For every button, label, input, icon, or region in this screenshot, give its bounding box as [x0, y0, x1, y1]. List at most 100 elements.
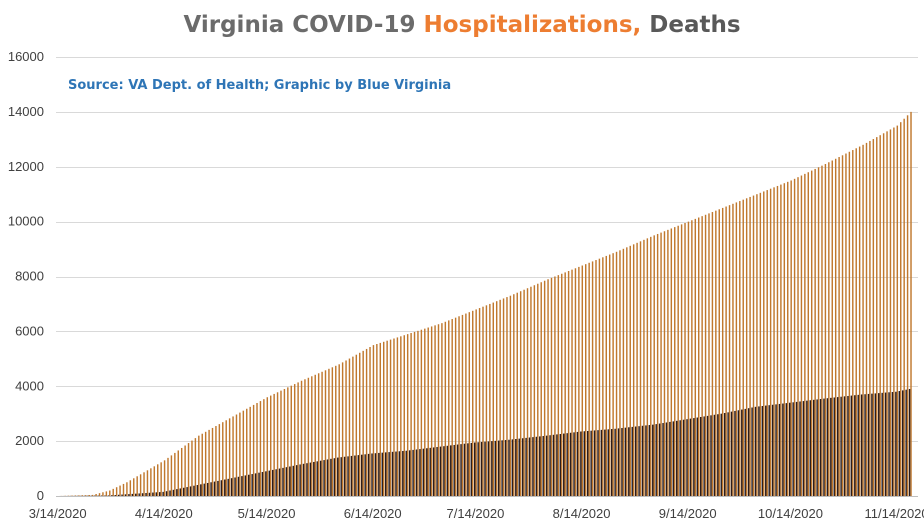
- deaths-bar: [494, 440, 496, 496]
- hospitalizations-bar: [663, 231, 666, 497]
- deaths-bar: [802, 401, 805, 496]
- deaths-bar: [278, 468, 281, 496]
- deaths-bar: [179, 488, 181, 496]
- deaths-bar: [504, 440, 507, 496]
- deaths-bar: [765, 405, 767, 496]
- hospitalizations-bar: [910, 111, 912, 497]
- deaths-bar: [857, 394, 859, 496]
- deaths-bar: [357, 455, 360, 496]
- hospitalizations-bar: [434, 325, 436, 496]
- hospitalizations-bar: [831, 160, 833, 496]
- hospitalizations-bar: [889, 129, 892, 496]
- hospitalizations-bar: [297, 382, 299, 496]
- hospitalizations-bar: [201, 433, 203, 496]
- hospitalizations-bar: [776, 185, 779, 496]
- y-tick-label: 16000: [8, 49, 44, 64]
- deaths-bar: [295, 465, 298, 496]
- hospitalizations-bar: [821, 165, 823, 496]
- deaths-bar: [169, 490, 171, 496]
- hospitalizations-bar: [550, 277, 553, 496]
- hospitalizations-bar: [311, 376, 313, 496]
- deaths-bar: [730, 411, 733, 496]
- hospitalizations-bar: [834, 158, 837, 496]
- deaths-bar: [628, 427, 630, 496]
- deaths-bar: [768, 405, 770, 496]
- hospitalizations-bar: [321, 371, 323, 496]
- deaths-bar: [593, 430, 596, 496]
- hospitalizations-bar: [430, 326, 433, 496]
- deaths-bar: [330, 458, 332, 496]
- hospitalizations-bar: [246, 408, 248, 496]
- hospitalizations-bar: [554, 276, 556, 496]
- hospitalizations-bar: [290, 385, 292, 496]
- deaths-bar: [275, 469, 277, 496]
- deaths-bar: [439, 446, 442, 496]
- deaths-bar: [443, 446, 445, 496]
- deaths-bar: [662, 423, 664, 496]
- hospitalizations-bar: [293, 384, 296, 496]
- hospitalizations-bar: [793, 178, 796, 496]
- hospitalizations-bar: [636, 242, 638, 496]
- hospitalizations-bar: [174, 452, 176, 496]
- deaths-bar: [806, 400, 808, 496]
- deaths-bar: [343, 456, 346, 496]
- deaths-bar: [395, 451, 397, 496]
- y-tick-label: 0: [37, 488, 44, 503]
- deaths-bar: [268, 470, 270, 496]
- hospitalizations-bar: [417, 330, 419, 496]
- hospitalizations-bar: [855, 148, 857, 497]
- deaths-bar: [809, 400, 811, 496]
- hospitalizations-bar: [359, 352, 361, 496]
- deaths-bar: [254, 473, 257, 496]
- y-tick-label: 14000: [8, 104, 44, 119]
- deaths-bar: [549, 435, 551, 496]
- deaths-bar: [316, 461, 318, 496]
- deaths-bar: [641, 425, 644, 496]
- hospitalizations-bar: [502, 298, 505, 496]
- deaths-bar: [836, 397, 839, 496]
- x-tick-label: 10/14/2020: [758, 506, 823, 521]
- hospitalizations-bar: [749, 196, 751, 496]
- deaths-bar: [241, 476, 243, 496]
- hospitalizations-bar: [133, 478, 135, 496]
- hospitalizations-bar: [396, 337, 399, 496]
- deaths-bar: [795, 401, 798, 496]
- deaths-bar: [450, 445, 452, 496]
- hospitalizations-bar: [163, 460, 166, 496]
- hospitalizations-bar: [228, 418, 231, 496]
- deaths-bar: [148, 492, 151, 496]
- hospitalizations-bar: [472, 310, 474, 496]
- deaths-bar: [614, 428, 616, 496]
- deaths-bar: [871, 393, 873, 496]
- deaths-bar: [186, 487, 188, 496]
- hospitalizations-bar: [680, 224, 683, 496]
- deaths-bar: [867, 393, 870, 496]
- deaths-bar: [381, 452, 383, 496]
- hospitalizations-bar: [626, 247, 628, 496]
- deaths-bar: [542, 436, 544, 496]
- deaths-bar: [511, 439, 514, 496]
- deaths-bar: [258, 472, 260, 496]
- deaths-bar: [563, 433, 565, 496]
- hospitalizations-bar: [215, 426, 217, 496]
- hospitalizations-bar: [437, 324, 440, 496]
- deaths-bar: [350, 455, 353, 496]
- deaths-bar: [789, 402, 791, 496]
- hospitalizations-bar: [735, 202, 738, 497]
- deaths-bar: [135, 493, 137, 496]
- deaths-bar: [491, 441, 493, 497]
- hospitalizations-bar: [605, 255, 607, 496]
- hospitalizations-bar: [204, 431, 207, 496]
- deaths-bar: [323, 460, 325, 496]
- title-part-deaths: Deaths: [641, 12, 741, 38]
- hospitalizations-bar: [893, 127, 895, 496]
- hospitalizations-bar: [478, 308, 481, 496]
- hospitalizations-bar: [136, 476, 138, 496]
- deaths-bar: [545, 435, 548, 496]
- deaths-bar: [114, 495, 116, 496]
- hospitalizations-bar: [838, 157, 840, 496]
- hospitalizations-bar: [235, 414, 238, 496]
- hospitalizations-bar: [728, 205, 731, 496]
- hospitalizations-bar: [451, 319, 453, 496]
- hospitalizations-bar: [88, 495, 90, 496]
